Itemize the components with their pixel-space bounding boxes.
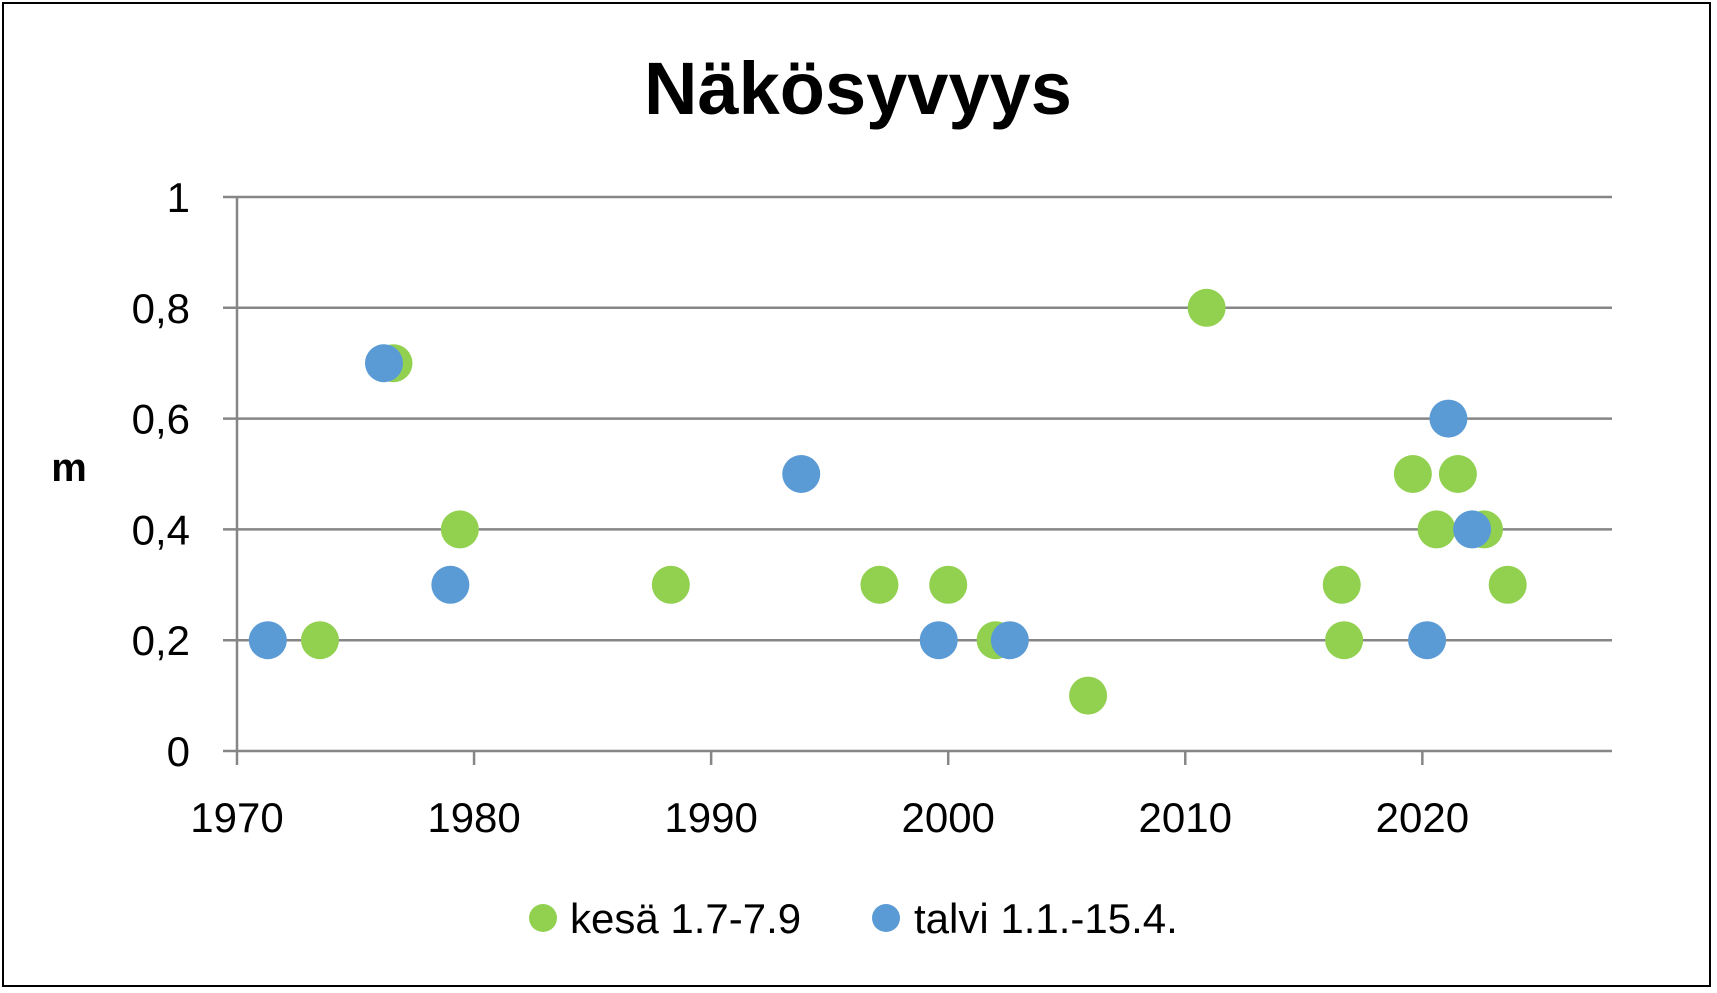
series-kesa (300, 288, 1527, 715)
y-tick-label: 0,4 (132, 506, 190, 553)
y-tick-label: 0,8 (132, 285, 190, 332)
data-points (248, 288, 1527, 715)
data-point (1453, 510, 1492, 549)
x-tick-label: 1970 (190, 794, 283, 841)
data-point (1438, 455, 1477, 493)
data-point (990, 621, 1029, 660)
data-point (1429, 399, 1468, 438)
legend-label: talvi 1.1.-15.4. (914, 895, 1178, 942)
x-tick-label: 2020 (1376, 794, 1469, 841)
data-point (1069, 676, 1108, 715)
data-point (782, 455, 821, 493)
data-point (364, 344, 403, 383)
legend-label: kesä 1.7-7.9 (570, 895, 801, 942)
data-point (1408, 621, 1447, 660)
y-tick-labels: 0 0,2 0,4 0,6 0,8 1 (132, 174, 190, 775)
legend-marker (529, 904, 557, 932)
y-tick-label: 0,2 (132, 617, 190, 664)
data-point (860, 565, 899, 604)
legend-marker (872, 904, 900, 932)
data-point (300, 621, 339, 660)
gridlines (223, 195, 1612, 642)
data-point (1488, 565, 1527, 604)
x-tick-labels: 1970 1980 1990 2000 2010 2020 (190, 794, 1469, 841)
data-point (929, 565, 968, 604)
data-point (440, 510, 479, 549)
x-tick-label: 2000 (901, 794, 994, 841)
data-point (1322, 565, 1361, 604)
x-tick-label: 2010 (1139, 794, 1232, 841)
data-point (1393, 455, 1432, 493)
chart-title: Näkösyvyys (644, 47, 1072, 130)
y-tick-label: 0,6 (132, 396, 190, 443)
x-tick-label: 1990 (664, 794, 757, 841)
y-tick-label: 0 (167, 728, 190, 775)
data-point (248, 621, 287, 660)
x-tick-label: 1980 (427, 794, 520, 841)
y-tick-label: 1 (167, 174, 190, 221)
y-axis-label: m (51, 446, 87, 490)
data-point (651, 565, 690, 604)
data-point (1417, 510, 1456, 549)
axes (223, 197, 1612, 765)
data-point (431, 565, 470, 604)
legend: kesä 1.7-7.9 talvi 1.1.-15.4. (529, 895, 1178, 942)
data-point (1187, 288, 1226, 327)
data-point (1325, 621, 1364, 660)
series-talvi (248, 344, 1492, 660)
data-point (919, 621, 958, 660)
